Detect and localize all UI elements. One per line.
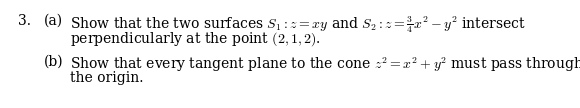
Text: perpendicularly at the point $(2, 1, 2)$.: perpendicularly at the point $(2, 1, 2)$… xyxy=(70,30,321,48)
Text: (a): (a) xyxy=(44,14,63,28)
Text: Show that the two surfaces $S_1 : z = xy$ and $S_2 : z = \frac{3}{4}x^2 - y^2$ i: Show that the two surfaces $S_1 : z = xy… xyxy=(70,14,525,35)
Text: (b): (b) xyxy=(44,55,64,69)
Text: 3.: 3. xyxy=(18,14,31,28)
Text: the origin.: the origin. xyxy=(70,71,143,85)
Text: Show that every tangent plane to the cone $z^2 = x^2+y^2$ must pass through: Show that every tangent plane to the con… xyxy=(70,55,580,74)
